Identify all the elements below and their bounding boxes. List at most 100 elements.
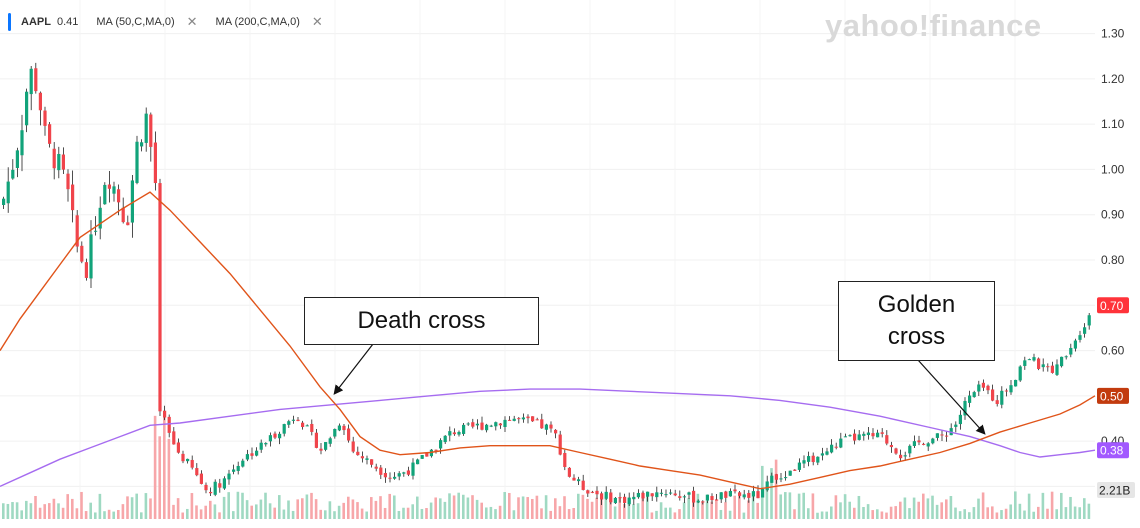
candle-body[interactable]: [1032, 357, 1036, 361]
candle-body[interactable]: [549, 424, 553, 429]
candle-body[interactable]: [954, 424, 958, 427]
candle-body[interactable]: [71, 184, 75, 211]
candle-body[interactable]: [190, 459, 194, 468]
candle-body[interactable]: [181, 453, 185, 462]
candle-body[interactable]: [521, 417, 525, 420]
candle-body[interactable]: [774, 474, 778, 480]
candle-body[interactable]: [503, 419, 507, 427]
candle-body[interactable]: [98, 207, 102, 229]
candle-body[interactable]: [958, 414, 962, 425]
candle-body[interactable]: [351, 441, 355, 452]
candle-body[interactable]: [797, 462, 801, 470]
candle-body[interactable]: [43, 110, 47, 126]
candle-body[interactable]: [20, 130, 24, 156]
candle-body[interactable]: [218, 483, 222, 488]
candle-body[interactable]: [655, 492, 659, 498]
candle-body[interactable]: [650, 493, 654, 497]
candle-body[interactable]: [843, 436, 847, 438]
candle-body[interactable]: [673, 493, 677, 496]
candle-body[interactable]: [498, 423, 502, 426]
candle-body[interactable]: [779, 478, 783, 480]
candle-body[interactable]: [627, 497, 631, 505]
candle-body[interactable]: [475, 423, 479, 426]
candle-body[interactable]: [34, 68, 38, 92]
candle-body[interactable]: [848, 435, 852, 437]
candle-body[interactable]: [770, 475, 774, 483]
candle-body[interactable]: [319, 448, 323, 451]
candle-body[interactable]: [1069, 347, 1073, 355]
candle-body[interactable]: [360, 456, 364, 459]
candle-body[interactable]: [1083, 327, 1087, 334]
candle-body[interactable]: [439, 440, 443, 449]
candle-body[interactable]: [485, 424, 489, 431]
candle-body[interactable]: [291, 419, 295, 421]
candle-body[interactable]: [540, 419, 544, 429]
candle-body[interactable]: [52, 148, 56, 169]
candle-body[interactable]: [531, 416, 535, 422]
candle-body[interactable]: [857, 434, 861, 440]
candle-body[interactable]: [917, 440, 921, 443]
candle-body[interactable]: [333, 428, 337, 437]
candle-body[interactable]: [434, 449, 438, 451]
candle-body[interactable]: [802, 460, 806, 464]
legend-ma50-label[interactable]: MA (50,C,MA,0): [96, 16, 175, 28]
candle-body[interactable]: [259, 442, 263, 450]
candle-body[interactable]: [494, 422, 498, 427]
candle-body[interactable]: [489, 425, 493, 427]
candle-body[interactable]: [820, 453, 824, 456]
candle-body[interactable]: [747, 492, 751, 498]
candle-body[interactable]: [356, 451, 360, 456]
candle-body[interactable]: [452, 432, 456, 435]
candle-body[interactable]: [908, 445, 912, 454]
candle-body[interactable]: [761, 488, 765, 498]
candle-body[interactable]: [204, 484, 208, 491]
candle-body[interactable]: [209, 491, 213, 494]
candle-body[interactable]: [595, 490, 599, 495]
candle-body[interactable]: [1004, 390, 1008, 392]
candle-body[interactable]: [420, 455, 424, 459]
candle-body[interactable]: [328, 438, 332, 444]
candle-body[interactable]: [567, 467, 571, 477]
candle-body[interactable]: [66, 173, 70, 190]
candle-body[interactable]: [945, 435, 949, 437]
candle-body[interactable]: [75, 215, 79, 247]
candle-body[interactable]: [664, 494, 668, 496]
candle-body[interactable]: [135, 141, 139, 183]
candle-body[interactable]: [103, 184, 107, 205]
candle-body[interactable]: [986, 385, 990, 391]
candle-body[interactable]: [2, 198, 6, 205]
candle-body[interactable]: [508, 419, 512, 421]
candle-body[interactable]: [517, 418, 521, 420]
candle-body[interactable]: [572, 477, 576, 481]
candle-body[interactable]: [636, 492, 640, 498]
candle-body[interactable]: [613, 497, 617, 504]
candle-body[interactable]: [232, 469, 236, 472]
candle-body[interactable]: [1041, 364, 1045, 368]
candle-body[interactable]: [301, 422, 305, 428]
candle-body[interactable]: [337, 425, 341, 431]
legend-ma200-label[interactable]: MA (200,C,MA,0): [215, 16, 300, 28]
candle-body[interactable]: [912, 441, 916, 446]
candle-body[interactable]: [830, 444, 834, 453]
candle-body[interactable]: [894, 448, 898, 454]
candle-body[interactable]: [213, 481, 217, 495]
candle-body[interactable]: [324, 442, 328, 450]
candle-body[interactable]: [678, 496, 682, 498]
candle-body[interactable]: [609, 492, 613, 503]
candle-body[interactable]: [466, 423, 470, 425]
candle-body[interactable]: [646, 491, 650, 497]
candle-body[interactable]: [742, 494, 746, 498]
candle-body[interactable]: [176, 442, 180, 453]
candle-body[interactable]: [342, 425, 346, 431]
candle-body[interactable]: [282, 424, 286, 434]
candle-body[interactable]: [1087, 315, 1091, 326]
candle-body[interactable]: [172, 431, 176, 445]
candle-body[interactable]: [411, 462, 415, 476]
candle-body[interactable]: [273, 433, 277, 438]
candle-body[interactable]: [535, 419, 539, 421]
candle-body[interactable]: [903, 455, 907, 457]
candle-body[interactable]: [756, 491, 760, 499]
candle-body[interactable]: [48, 124, 52, 144]
candle-body[interactable]: [788, 470, 792, 476]
